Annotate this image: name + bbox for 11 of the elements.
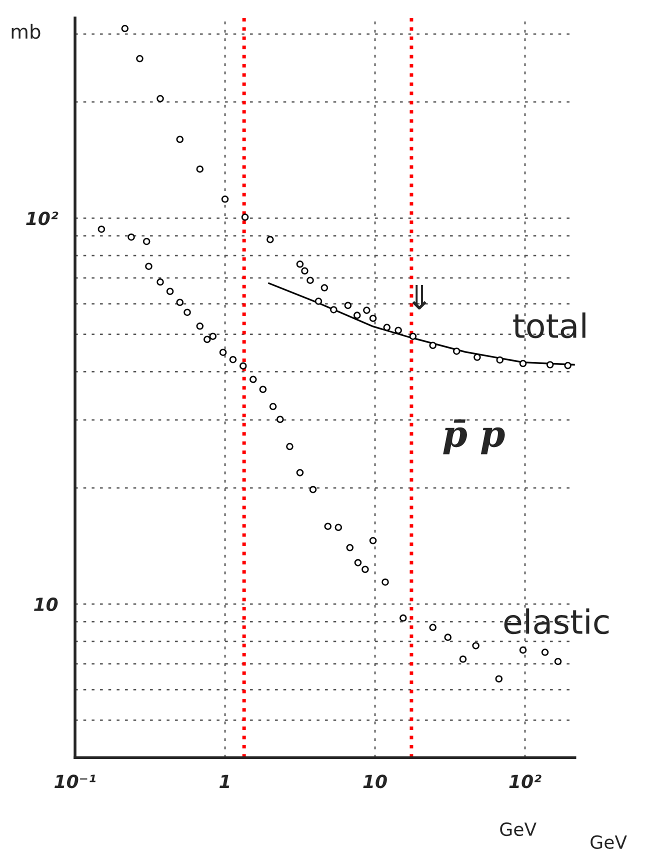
x-axis-title: GeV: [500, 822, 536, 836]
text: GeV: [590, 835, 627, 849]
y-axis-title: mb: [12, 24, 40, 39]
x-tick-label: 10: [363, 774, 387, 788]
annotation: ⇓: [412, 284, 426, 310]
x-tick-label: 10⁻¹: [54, 774, 96, 788]
series-label: total: [513, 312, 586, 338]
series-label: elastic: [504, 608, 609, 634]
x-tick-label: 10²: [509, 774, 542, 788]
annotation: p̄ p: [443, 419, 505, 454]
x-tick-label: 1: [220, 774, 230, 788]
